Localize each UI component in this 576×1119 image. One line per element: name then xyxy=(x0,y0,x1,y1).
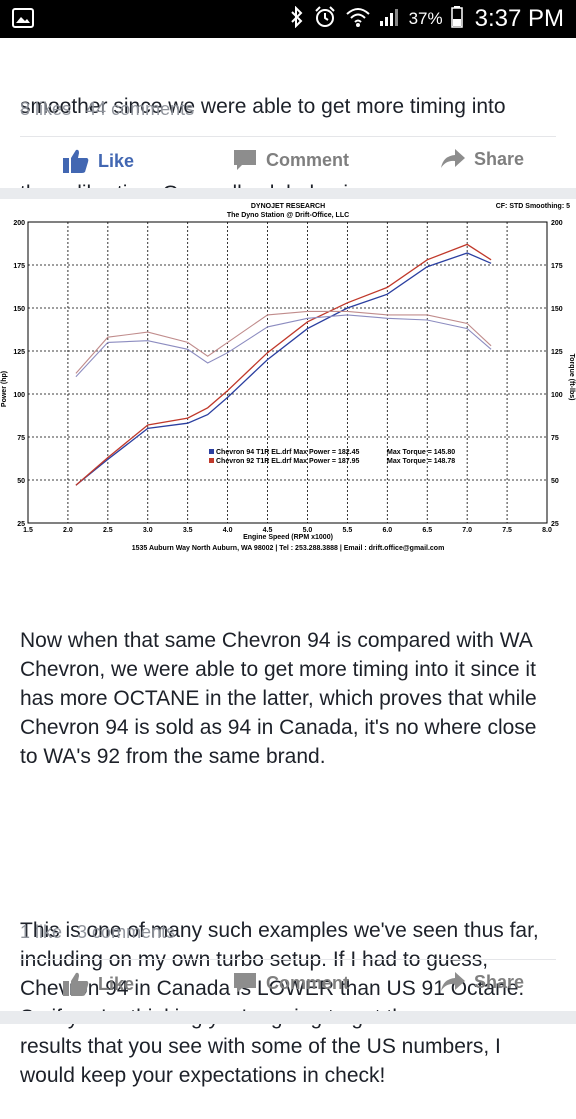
y-axis-left-label: Power (hp) xyxy=(1,371,8,407)
action-bar: Like Comment Share xyxy=(0,136,576,188)
feed-separator xyxy=(0,1011,576,1024)
signal-icon xyxy=(379,7,401,32)
y-tick-label-left: 25 xyxy=(17,521,25,528)
comments-count[interactable]: 3 comments xyxy=(77,922,176,942)
comment-button[interactable]: Comment xyxy=(232,971,349,995)
y-tick-label-left: 75 xyxy=(17,435,25,442)
chart-header-sub: The Dyno Station @ Drift-Office, LLC xyxy=(227,212,349,219)
comment-button[interactable]: Comment xyxy=(232,148,349,172)
likes-count[interactable]: 1 like xyxy=(20,922,63,942)
y-tick-label-right: 100 xyxy=(551,392,563,399)
x-tick-label: 7.5 xyxy=(502,527,512,534)
y-axis-right-ticks: 200 175 150 125 100 75 50 25 xyxy=(551,220,563,528)
divider xyxy=(20,136,556,137)
reaction-counts: 8 likes 44 comments xyxy=(20,99,204,120)
alarm-icon xyxy=(313,5,337,34)
share-label: Share xyxy=(474,971,525,992)
post-body: Now when that same Chevron 94 is compare… xyxy=(20,568,540,1119)
legend-swatch xyxy=(209,449,214,454)
dyno-chart[interactable]: DYNOJET RESEARCH The Dyno Station @ Drif… xyxy=(0,199,576,557)
legend-entry: Chevron 92 T1R EL.drf Max Power = 187.95 xyxy=(216,458,359,465)
x-axis-ticks: 1.5 2.0 2.5 3.0 3.5 4.0 4.5 5.0 5.5 6.0 6.5 7.0 7.5 8… xyxy=(23,527,552,534)
x-tick-label: 3.5 xyxy=(183,527,193,534)
legend-torque: Max Torque = 148.78 xyxy=(387,458,455,465)
divider xyxy=(20,959,556,960)
plot-area xyxy=(27,221,548,524)
y-axis-right-label: Torque (ft-lbs) xyxy=(568,354,575,401)
likes-count[interactable]: 8 likes xyxy=(20,99,72,119)
status-bar: 37% 3:37 PM xyxy=(0,0,576,38)
share-button[interactable]: Share xyxy=(440,148,524,170)
like-button[interactable]: Like xyxy=(62,971,134,997)
y-tick-label-left: 100 xyxy=(13,392,25,399)
y-axis-left-ticks: 200 175 150 125 100 75 50 25 xyxy=(13,220,25,528)
like-label: Like xyxy=(98,150,135,171)
post-paragraph: Now when that same Chevron 94 is compare… xyxy=(20,629,543,768)
y-tick-label-right: 200 xyxy=(551,220,563,227)
x-tick-label: 4.0 xyxy=(223,527,233,534)
y-tick-label-left: 175 xyxy=(13,263,25,270)
share-icon xyxy=(441,149,465,168)
y-tick-label-left: 150 xyxy=(13,306,25,313)
y-tick-label-right: 25 xyxy=(551,521,559,528)
x-tick-label: 4.5 xyxy=(263,527,273,534)
x-tick-label: 8.0 xyxy=(542,527,552,534)
share-button[interactable]: Share xyxy=(440,971,524,993)
x-axis-label: Engine Speed (RPM x1000) xyxy=(243,534,333,541)
x-tick-label: 5.0 xyxy=(303,527,313,534)
thumbs-up-icon xyxy=(63,972,89,996)
comment-label: Comment xyxy=(266,972,350,993)
comment-label: Comment xyxy=(266,149,350,170)
action-bar: Like Comment Share xyxy=(0,959,576,1011)
clock: 3:37 PM xyxy=(474,5,564,32)
dyno-chart-svg: DYNOJET RESEARCH The Dyno Station @ Drif… xyxy=(0,199,576,557)
y-tick-label-left: 50 xyxy=(17,478,25,485)
battery-icon xyxy=(450,5,463,33)
legend-swatch xyxy=(209,458,214,463)
battery-percent: 37% xyxy=(408,9,443,28)
x-tick-label: 5.5 xyxy=(343,527,353,534)
x-tick-label: 6.0 xyxy=(382,527,392,534)
y-tick-label-left: 200 xyxy=(13,220,25,227)
like-button[interactable]: Like xyxy=(62,148,134,174)
series-line-power xyxy=(75,243,492,486)
comment-icon xyxy=(234,973,256,993)
comments-count[interactable]: 44 comments xyxy=(86,99,195,119)
y-tick-label-right: 75 xyxy=(551,435,559,442)
y-tick-label-right: 150 xyxy=(551,306,563,313)
chart-header-title: DYNOJET RESEARCH xyxy=(251,203,325,210)
chart-footer: 1535 Auburn Way North Auburn, WA 98002 |… xyxy=(132,545,445,552)
bluetooth-icon xyxy=(289,5,305,33)
like-label: Like xyxy=(98,973,135,994)
x-tick-label: 3.0 xyxy=(143,527,153,534)
series-group xyxy=(75,243,492,486)
x-tick-label: 1.5 xyxy=(23,527,33,534)
post-text-line: smoother since we were able to get more … xyxy=(20,95,506,118)
chart-header-right: CF: STD Smoothing: 5 xyxy=(496,203,570,210)
y-tick-label-right: 175 xyxy=(551,263,563,270)
series-line-power xyxy=(75,252,492,486)
x-tick-label: 2.5 xyxy=(103,527,113,534)
x-tick-label: 6.5 xyxy=(422,527,432,534)
series-line-torque xyxy=(75,314,492,378)
chart-legend: Chevron 94 T1R EL.drf Max Power = 182.45… xyxy=(209,449,455,465)
share-icon xyxy=(441,972,465,991)
share-label: Share xyxy=(474,148,525,169)
y-tick-label-left: 125 xyxy=(13,349,25,356)
legend-entry: Chevron 94 T1R EL.drf Max Power = 182.45 xyxy=(216,449,359,456)
y-tick-label-right: 50 xyxy=(551,478,559,485)
gallery-notification-icon xyxy=(12,8,34,28)
wifi-icon xyxy=(345,6,371,33)
grid xyxy=(28,222,547,523)
x-tick-label: 7.0 xyxy=(462,527,472,534)
legend-torque: Max Torque = 145.80 xyxy=(387,449,455,456)
reaction-counts: 1 like 3 comments xyxy=(20,922,185,943)
x-tick-label: 2.0 xyxy=(63,527,73,534)
thumbs-up-icon xyxy=(63,149,89,173)
series-line-torque xyxy=(75,310,492,374)
y-tick-label-right: 125 xyxy=(551,349,563,356)
comment-icon xyxy=(234,150,256,170)
feed-separator xyxy=(0,188,576,199)
